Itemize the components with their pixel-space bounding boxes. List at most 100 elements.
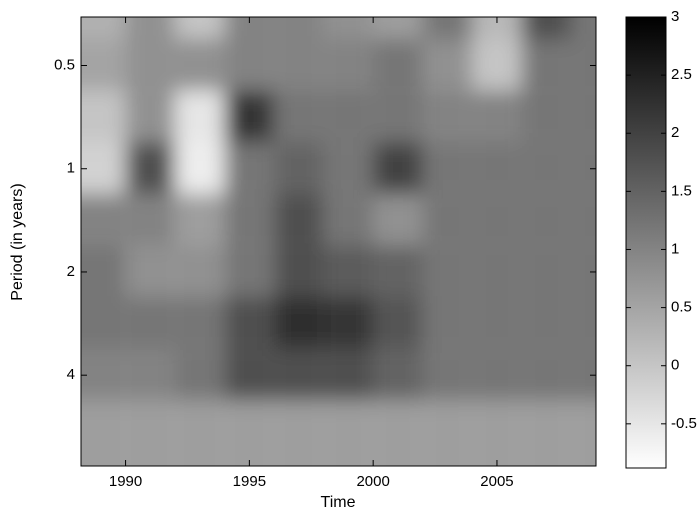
cell [571, 142, 596, 194]
cell [373, 17, 423, 39]
colorbar-tick-label: 1 [671, 240, 679, 257]
cell [224, 245, 275, 298]
cell [373, 348, 423, 401]
cell [472, 90, 522, 143]
cell [175, 17, 225, 39]
cell [175, 400, 225, 466]
colorbar-tick-label: 1.5 [671, 182, 692, 199]
cell [81, 17, 126, 39]
cell [125, 297, 176, 349]
cell [274, 400, 324, 466]
cell [521, 193, 572, 246]
cell [472, 38, 522, 91]
cell [224, 17, 275, 39]
cell [422, 17, 473, 39]
cell [224, 348, 275, 401]
cell [472, 348, 522, 401]
cell [422, 400, 473, 466]
cell [422, 245, 473, 298]
cell [373, 90, 423, 143]
cell [175, 38, 225, 91]
cell [373, 297, 423, 349]
cell [274, 142, 324, 194]
cell [224, 297, 275, 349]
cell [125, 348, 176, 401]
contour-field [81, 17, 596, 466]
cell [571, 400, 596, 466]
cell [81, 400, 126, 466]
cell [422, 348, 473, 401]
y-tick-label: 2 [67, 263, 75, 280]
cell [323, 193, 374, 246]
cell [274, 90, 324, 143]
x-tick-label: 2000 [356, 473, 389, 490]
cell [224, 142, 275, 194]
cell [472, 245, 522, 298]
cell [274, 245, 324, 298]
cell [81, 245, 126, 298]
cell [521, 17, 572, 39]
y-tick-label: 0.5 [54, 56, 75, 73]
cell [422, 193, 473, 246]
cell [125, 245, 176, 298]
cell [274, 297, 324, 349]
cell [274, 38, 324, 91]
cell [521, 38, 572, 91]
cell [472, 400, 522, 466]
cell [571, 90, 596, 143]
cells [81, 17, 596, 466]
cell [571, 245, 596, 298]
cell [81, 38, 126, 91]
cell [422, 297, 473, 349]
cell [422, 90, 473, 143]
cell [373, 193, 423, 246]
x-tick-label: 1995 [233, 473, 266, 490]
cell [373, 245, 423, 298]
cell [571, 297, 596, 349]
cell [81, 90, 126, 143]
y-tick-label: 4 [67, 366, 75, 383]
cell [125, 193, 176, 246]
cell [323, 90, 374, 143]
cell [472, 193, 522, 246]
cell [125, 38, 176, 91]
cell [224, 400, 275, 466]
cell [571, 348, 596, 401]
colorbar-tick-label: 2 [671, 124, 679, 141]
cell [521, 348, 572, 401]
cell [373, 142, 423, 194]
cell [125, 400, 176, 466]
cell [323, 17, 374, 39]
cell [175, 348, 225, 401]
cell [521, 245, 572, 298]
y-axis-title: Period (in years) [9, 183, 26, 300]
cell [323, 38, 374, 91]
cell [521, 90, 572, 143]
cell [81, 297, 126, 349]
cell [521, 400, 572, 466]
cell [175, 193, 225, 246]
cell [323, 245, 374, 298]
cell [224, 38, 275, 91]
colorbar-tick-label: 0 [671, 357, 679, 374]
cell [125, 142, 176, 194]
cell [125, 17, 176, 39]
cell [224, 193, 275, 246]
colorbar-tick-label: -0.5 [671, 415, 697, 432]
x-tick-label: 2005 [480, 473, 513, 490]
cell [472, 17, 522, 39]
colorbar-tick-label: 2.5 [671, 66, 692, 83]
cell [521, 297, 572, 349]
cell [125, 90, 176, 143]
cell [373, 400, 423, 466]
cell [422, 38, 473, 91]
cell [274, 193, 324, 246]
colorbar-tick-label: 3 [671, 8, 679, 25]
cell [81, 348, 126, 401]
cell [323, 348, 374, 401]
cell [323, 297, 374, 349]
cell [81, 193, 126, 246]
cell [274, 348, 324, 401]
cell [224, 90, 275, 143]
